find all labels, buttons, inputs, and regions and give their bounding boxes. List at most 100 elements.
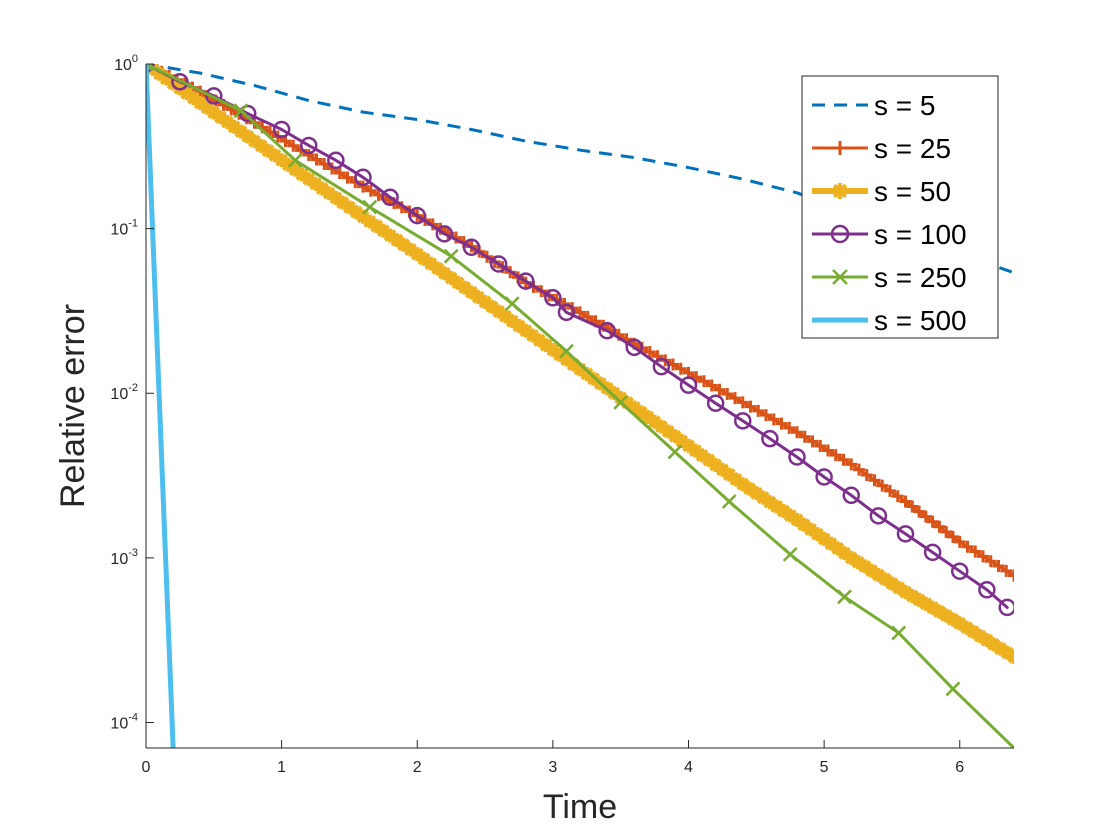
data-point-s-50 [918,596,933,611]
data-point-s-50 [294,167,309,182]
data-point-s-25 [574,306,586,319]
data-point-s-25 [946,530,959,543]
data-point-s-100 [869,507,888,525]
legend-item-s-25: s = 25 [812,133,951,164]
data-point-s-50 [545,342,560,357]
data-point-s-100 [544,289,562,307]
data-point-s-100 [238,104,257,123]
data-point-s-50 [200,100,215,115]
data-point-s-50 [756,490,771,505]
data-point-s-25 [744,400,757,413]
data-point-s-25 [705,379,718,392]
legend-item-s-250: s = 250 [812,262,967,293]
data-point-s-50 [335,195,350,210]
data-point-s-50 [532,333,547,348]
data-point-s-50 [281,157,296,172]
data-point-s-100 [408,206,426,225]
data-point-s-100 [734,412,752,430]
data-point-s-50 [667,429,682,444]
data-point-s-50 [227,119,242,134]
data-point-s-50 [912,592,927,607]
data-point-s-25 [984,555,997,568]
data-point-s-50 [518,323,533,338]
y-tick-label: 10-4 [110,711,138,732]
data-point-s-25 [791,426,803,439]
data-point-s-250 [667,444,683,460]
data-point-s-50 [979,633,994,648]
data-point-s-25 [775,417,788,430]
data-point-s-25 [310,153,323,166]
data-point-s-50 [925,600,940,615]
data-point-s-50 [932,604,947,619]
data-point-s-50 [654,419,669,434]
data-point-s-25 [698,375,710,388]
data-point-s-25 [1000,564,1013,577]
data-point-s-50 [484,299,499,314]
legend-item-s-50: s = 50 [812,176,951,207]
data-point-s-50 [539,338,554,353]
data-point-s-50 [430,261,445,276]
data-point-s-25 [783,421,796,434]
x-tick-label: 0 [142,759,151,776]
data-point-s-50 [898,585,913,600]
data-point-s-25 [891,490,904,503]
data-point-s-50 [884,576,899,591]
data-point-s-50 [783,508,798,523]
series-s-100 [146,64,1014,617]
data-point-s-50 [620,395,635,410]
series-layer [146,64,1014,748]
data-point-s-50 [851,555,866,570]
x-tick-label: 4 [684,759,693,776]
legend-label: s = 50 [874,176,951,207]
legend: s = 5 s = 25 s = 50 s = 100 s = 250 s = 500 [801,75,999,339]
data-point-s-25 [868,474,881,487]
data-point-s-50 [864,563,879,578]
data-point-s-50 [403,242,418,257]
data-point-s-250 [362,199,378,215]
data-point-s-50 [437,266,452,281]
data-point-s-25 [364,184,377,197]
data-point-s-50 [498,309,513,324]
legend-marker [830,224,850,244]
data-point-s-25 [977,550,989,563]
data-point-s-25 [302,149,315,162]
data-point-s-50 [186,91,201,106]
data-point-s-50 [627,400,642,415]
data-point-s-100 [652,357,671,376]
data-point-s-25 [969,545,982,558]
data-point-s-100 [327,151,345,170]
data-point-s-50 [857,559,872,574]
y-tick-label: 10-2 [110,382,138,403]
data-point-s-250 [1006,740,1014,748]
data-point-s-50 [891,580,906,595]
data-point-s-25 [333,167,346,180]
data-point-s-50 [152,66,167,81]
series-s-500 [146,64,176,748]
data-point-s-50 [695,448,710,463]
data-point-s-50 [871,567,886,582]
data-point-s-25 [919,510,932,523]
data-point-s-250 [287,152,303,168]
series-s-5 [146,64,1014,275]
data-point-s-50 [457,280,472,295]
data-point-s-50 [274,153,289,168]
data-point-s-50 [817,531,832,546]
data-point-s-25 [940,525,953,538]
data-point-s-100 [842,486,860,505]
data-point-s-25 [906,500,919,513]
data-point-s-25 [845,458,858,471]
data-point-s-100 [625,338,643,357]
data-point-s-25 [961,540,974,553]
data-point-s-50 [796,517,811,532]
data-point-s-50 [247,134,262,149]
data-point-s-25 [767,413,780,426]
data-point-s-50 [179,86,194,101]
data-point-s-25 [837,453,850,466]
data-point-s-50 [423,256,438,271]
data-point-s-50 [478,294,493,309]
data-point-s-50 [322,186,337,201]
data-point-s-50 [803,522,818,537]
data-point-s-50 [383,228,398,243]
data-point-s-50 [464,285,479,300]
